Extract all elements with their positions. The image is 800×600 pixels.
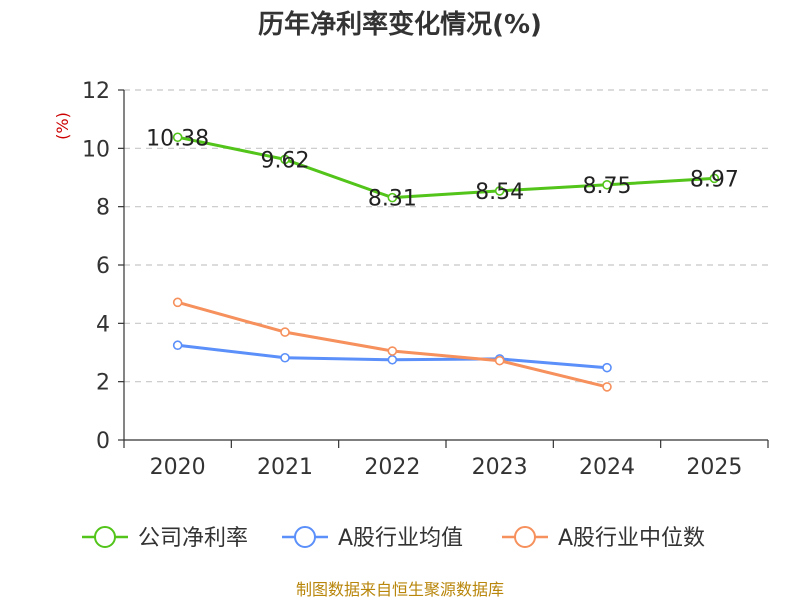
x-tick-label-2024: 2024 (579, 455, 635, 480)
point-s0-2020 (172, 132, 183, 143)
data-label-2023: 8.54 (475, 180, 524, 205)
data-label-2020: 10.38 (146, 126, 209, 151)
y-tick-label-12: 12 (82, 79, 110, 104)
point-s2-2021 (280, 327, 290, 337)
legend-swatch-marker-1 (294, 526, 316, 548)
legend-swatch-marker-2 (514, 526, 536, 548)
legend: 公司净利率 A股行业均值 A股行业中位数 (82, 526, 705, 551)
point-s0-2021 (280, 154, 290, 165)
point-s1-2024 (602, 362, 612, 373)
axes: 0 2 4 6 8 10 12 2020 2021 2022 2023 2024 2025 (82, 79, 769, 480)
point-s2-2020 (172, 297, 183, 308)
x-tick-label-2022: 2022 (364, 455, 420, 480)
source-note: 制图数据来自恒生聚源数据库 (296, 580, 504, 599)
y-tick-label-4: 4 (96, 312, 110, 337)
grid-lines (124, 89, 768, 383)
point-s1-2020 (172, 340, 183, 351)
legend-label-1: A股行业均值 (338, 526, 463, 551)
point-s1-2021 (280, 352, 290, 363)
x-tick-label-2025: 2025 (686, 455, 742, 480)
point-s2-2023 (494, 355, 505, 366)
data-label-2025: 8.97 (690, 167, 739, 192)
series-line-0 (177, 135, 715, 200)
point-s1-2022 (387, 354, 398, 365)
data-label-2022: 8.31 (368, 187, 417, 212)
chart-title: 历年净利率变化情况(%) (258, 9, 542, 40)
y-tick-label-2: 2 (96, 371, 110, 396)
y-tick-label-0: 0 (96, 429, 110, 454)
data-label-2021: 9.62 (261, 148, 310, 173)
y-tick-label-8: 8 (96, 196, 110, 221)
x-tick-label-2020: 2020 (150, 455, 206, 480)
y-tick-label-10: 10 (82, 137, 110, 162)
legend-item-1[interactable]: A股行业均值 (282, 526, 463, 551)
legend-item-0[interactable]: 公司净利率 (82, 526, 248, 551)
x-tick-label-2021: 2021 (257, 455, 313, 480)
point-s2-2022 (387, 346, 398, 356)
y-axis-unit: (%) (53, 112, 72, 140)
data-label-2024: 8.75 (583, 174, 632, 199)
x-tick-label-2023: 2023 (472, 455, 528, 480)
series-group (172, 132, 720, 392)
legend-item-2[interactable]: A股行业中位数 (502, 526, 705, 551)
data-labels: 10.38 9.62 8.31 8.54 8.75 8.97 (146, 126, 739, 211)
point-s0-2025 (709, 173, 720, 184)
point-s0-2022 (387, 192, 398, 203)
point-s0-2024 (602, 179, 612, 190)
legend-swatch-marker-0 (94, 526, 116, 548)
series-line-2 (177, 300, 608, 389)
point-s2-2024 (602, 382, 612, 392)
y-tick-label-6: 6 (96, 254, 110, 279)
legend-label-0: 公司净利率 (138, 526, 248, 551)
legend-label-2: A股行业中位数 (558, 526, 705, 551)
point-s0-2023 (494, 186, 505, 196)
